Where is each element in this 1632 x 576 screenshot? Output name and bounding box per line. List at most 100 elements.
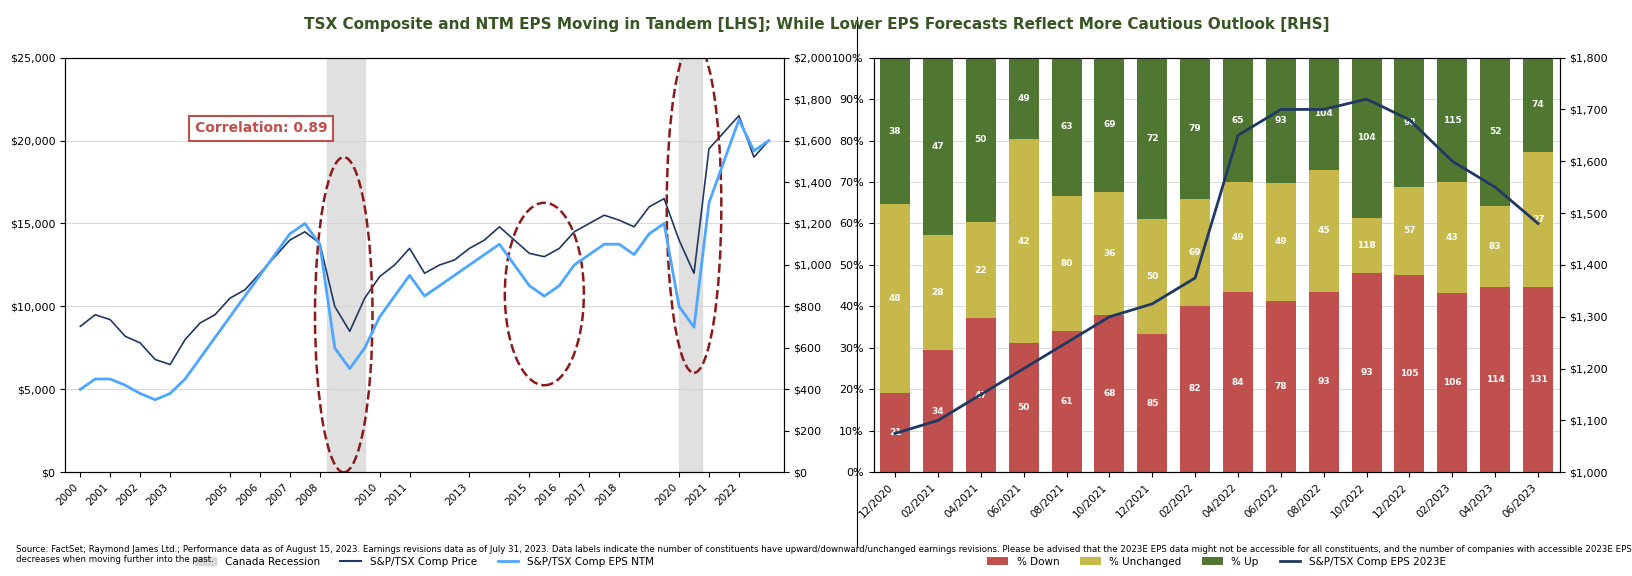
- Bar: [1436, 183, 1467, 293]
- Bar: [880, 204, 909, 393]
- Bar: [1394, 58, 1423, 187]
- Bar: [1136, 334, 1167, 472]
- Bar: [1523, 152, 1552, 287]
- Text: 68: 68: [1103, 389, 1115, 398]
- Text: TSX Composite and NTM EPS Moving in Tandem [LHS]; While Lower EPS Forecasts Refl: TSX Composite and NTM EPS Moving in Tand…: [304, 17, 1328, 32]
- Text: 115: 115: [1443, 116, 1461, 124]
- Text: 36: 36: [1103, 249, 1115, 258]
- Text: 78: 78: [1275, 382, 1286, 391]
- Text: 69: 69: [1188, 248, 1201, 257]
- Bar: [1307, 58, 1338, 170]
- Bar: [1436, 293, 1467, 472]
- Bar: [922, 234, 953, 350]
- Text: 50: 50: [1017, 403, 1030, 412]
- Bar: [1351, 273, 1381, 472]
- Text: 28: 28: [932, 288, 943, 297]
- Text: 93: 93: [1275, 116, 1286, 125]
- Bar: [1479, 206, 1510, 287]
- Text: 48: 48: [888, 294, 901, 303]
- Text: 65: 65: [1231, 116, 1244, 124]
- Text: 49: 49: [1231, 233, 1244, 242]
- Text: 82: 82: [1188, 384, 1201, 393]
- Bar: [1523, 58, 1552, 152]
- Text: 131: 131: [1528, 375, 1547, 384]
- Bar: [1265, 58, 1296, 183]
- Bar: [1180, 58, 1209, 199]
- Text: 43: 43: [1446, 233, 1457, 242]
- Text: 50: 50: [1146, 272, 1157, 281]
- Text: 22: 22: [974, 266, 986, 275]
- Bar: [1523, 287, 1552, 472]
- Bar: [965, 222, 996, 319]
- Bar: [1222, 293, 1252, 472]
- Bar: [1009, 343, 1038, 472]
- Text: 104: 104: [1314, 109, 1332, 118]
- Text: 79: 79: [1188, 124, 1201, 133]
- Text: 72: 72: [1146, 134, 1157, 142]
- Text: 98: 98: [1402, 118, 1415, 127]
- Text: 27: 27: [1531, 215, 1544, 224]
- Bar: [1180, 199, 1209, 306]
- Text: 47: 47: [930, 142, 943, 151]
- Text: 114: 114: [1485, 375, 1503, 384]
- Bar: [1394, 187, 1423, 275]
- Text: 80: 80: [1059, 259, 1072, 268]
- Text: 49: 49: [1017, 94, 1030, 103]
- Text: 45: 45: [1317, 226, 1328, 235]
- Bar: [1265, 183, 1296, 301]
- Text: 42: 42: [1017, 237, 1030, 246]
- Bar: [1222, 58, 1252, 183]
- Bar: [1093, 192, 1124, 315]
- Bar: [679, 58, 702, 472]
- Bar: [1479, 58, 1510, 206]
- Bar: [1351, 58, 1381, 218]
- Bar: [326, 58, 364, 472]
- Bar: [1222, 183, 1252, 293]
- Bar: [922, 350, 953, 472]
- Bar: [1051, 331, 1080, 472]
- Text: 118: 118: [1356, 241, 1376, 250]
- Bar: [1136, 218, 1167, 334]
- Text: 34: 34: [932, 407, 943, 416]
- Text: 38: 38: [888, 127, 901, 135]
- Bar: [965, 319, 996, 472]
- Legend: Canada Recession, S&P/TSX Comp Price, S&P/TSX Comp EPS NTM: Canada Recession, S&P/TSX Comp Price, S&…: [191, 552, 658, 571]
- Bar: [1479, 287, 1510, 472]
- Text: 49: 49: [1273, 237, 1286, 247]
- Bar: [1436, 58, 1467, 183]
- Text: 47: 47: [974, 391, 987, 400]
- Bar: [922, 58, 953, 234]
- Bar: [880, 58, 909, 204]
- Text: 63: 63: [1059, 122, 1072, 131]
- Bar: [1051, 58, 1080, 196]
- Text: 74: 74: [1531, 100, 1544, 109]
- Bar: [1180, 306, 1209, 472]
- Text: 61: 61: [1059, 397, 1072, 406]
- Bar: [1093, 58, 1124, 192]
- Bar: [1093, 315, 1124, 472]
- Bar: [880, 393, 909, 472]
- Text: 106: 106: [1443, 378, 1461, 387]
- Bar: [1051, 196, 1080, 331]
- Text: 105: 105: [1399, 369, 1418, 378]
- Text: 83: 83: [1488, 242, 1500, 251]
- Text: 69: 69: [1103, 120, 1115, 130]
- Bar: [1136, 58, 1167, 218]
- Bar: [965, 58, 996, 222]
- Text: 50: 50: [974, 135, 986, 144]
- Text: 93: 93: [1359, 368, 1373, 377]
- Bar: [1009, 139, 1038, 343]
- Text: 57: 57: [1402, 226, 1415, 236]
- Text: Source: FactSet; Raymond James Ltd.; Performance data as of August 15, 2023. Ear: Source: FactSet; Raymond James Ltd.; Per…: [16, 545, 1630, 564]
- Text: Correlation: 0.89: Correlation: 0.89: [194, 122, 326, 135]
- Bar: [1394, 275, 1423, 472]
- Bar: [1351, 218, 1381, 273]
- Bar: [1307, 291, 1338, 472]
- Bar: [1307, 170, 1338, 291]
- Text: 21: 21: [888, 428, 901, 437]
- Text: 52: 52: [1488, 127, 1500, 136]
- Bar: [1009, 58, 1038, 139]
- Text: 85: 85: [1146, 399, 1157, 408]
- Legend: % Down, % Unchanged, % Up, S&P/TSX Comp EPS 2023E: % Down, % Unchanged, % Up, S&P/TSX Comp …: [982, 552, 1449, 571]
- Text: 84: 84: [1231, 378, 1244, 387]
